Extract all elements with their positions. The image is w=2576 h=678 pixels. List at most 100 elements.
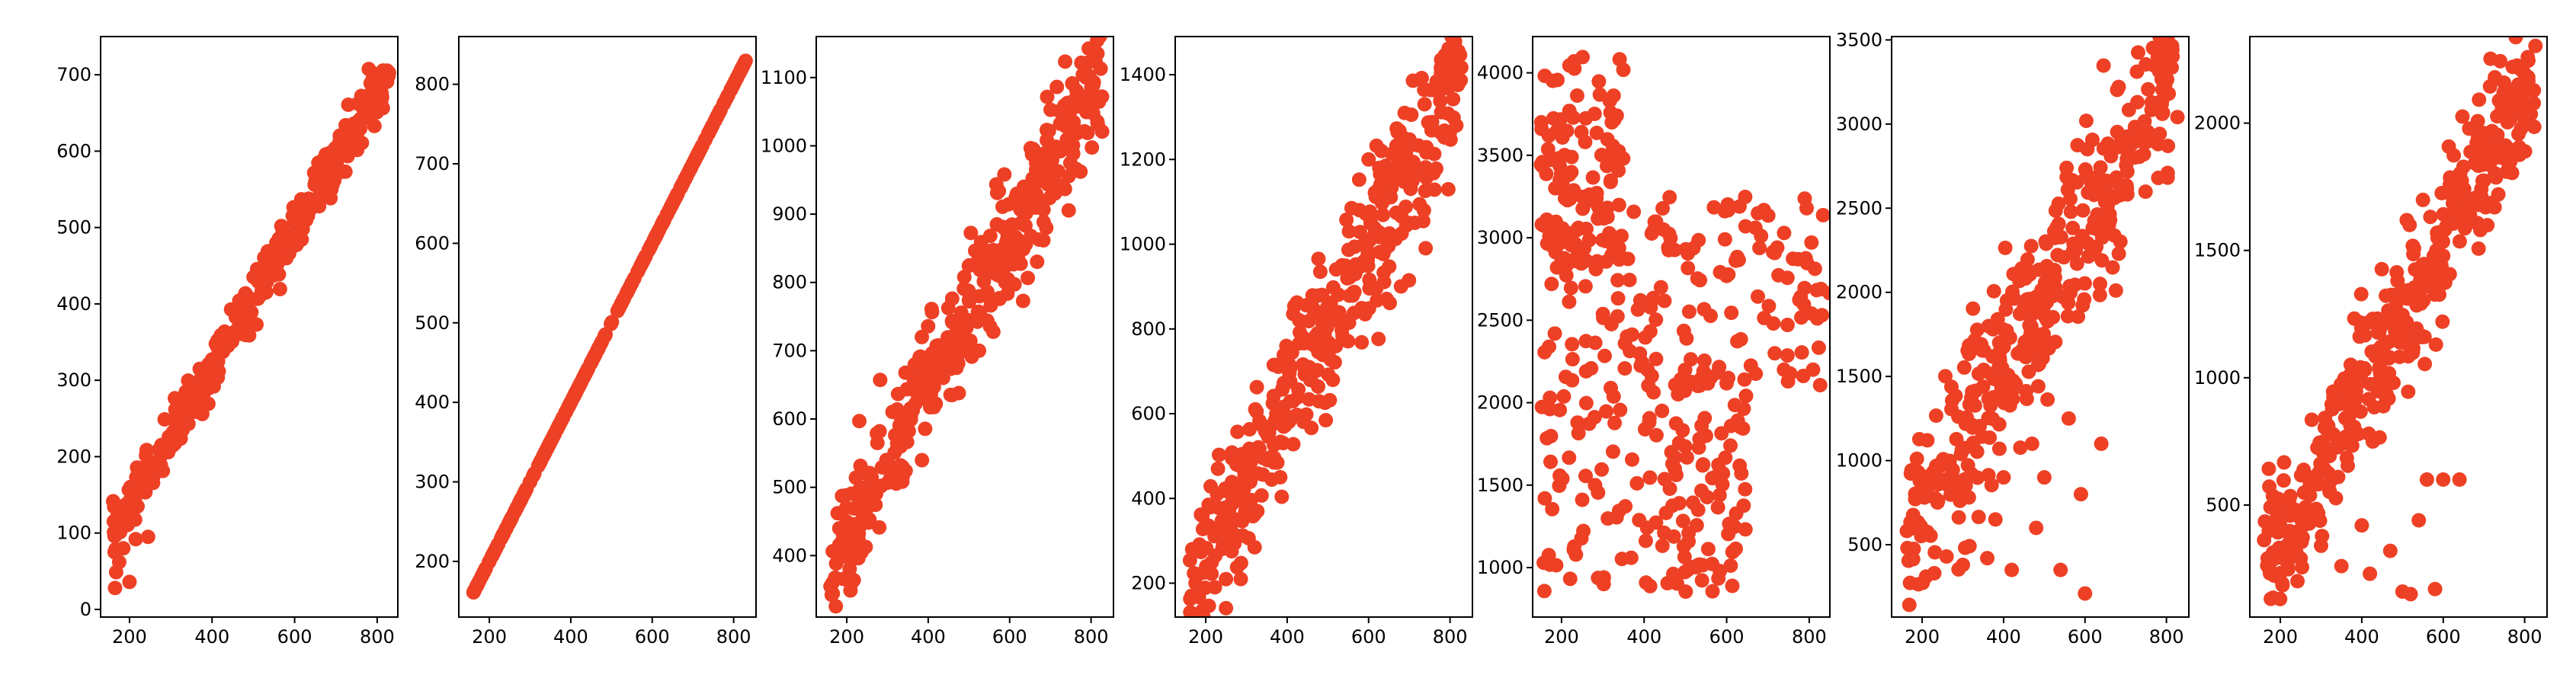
scatter-point bbox=[1304, 361, 1319, 376]
x-tick-label: 200 bbox=[2263, 626, 2298, 648]
scatter-point bbox=[995, 248, 1011, 263]
scatter-point bbox=[2504, 165, 2520, 181]
scatter-point bbox=[1717, 232, 1732, 247]
scatter-point bbox=[1611, 197, 1626, 213]
y-tick-label: 1000 bbox=[2194, 367, 2241, 389]
scatter-point bbox=[2040, 392, 2055, 407]
scatter-point bbox=[2119, 158, 2134, 173]
scatter-point bbox=[1424, 114, 1440, 130]
scatter-point bbox=[1001, 197, 1017, 212]
scatter-point bbox=[1964, 466, 1979, 481]
scatter-point bbox=[2511, 126, 2526, 142]
scatter-point bbox=[1210, 461, 1226, 476]
scatter-point bbox=[486, 545, 501, 561]
scatter-point bbox=[1025, 171, 1040, 186]
scatter-point bbox=[105, 494, 120, 509]
scatter-point bbox=[1777, 225, 1792, 241]
scatter-point bbox=[2437, 275, 2453, 290]
subplot-5: 200 400 600 800 1000 1500 2000 2500 3000 3500 4000 bbox=[1477, 36, 1831, 648]
scatter-point bbox=[1710, 500, 1725, 515]
scatter-point bbox=[2446, 148, 2462, 163]
scatter-point bbox=[723, 82, 739, 98]
scatter-point bbox=[872, 424, 887, 439]
scatter-point bbox=[2515, 88, 2530, 104]
scatter-point bbox=[2411, 513, 2427, 528]
y-tick-label: 1000 bbox=[1477, 557, 1523, 578]
scatter-point bbox=[2077, 276, 2092, 291]
scatter-point bbox=[1642, 411, 1657, 426]
scatter-point bbox=[272, 281, 287, 296]
scatter-point bbox=[940, 300, 956, 315]
scatter-point bbox=[230, 321, 245, 336]
scatter-point bbox=[2075, 203, 2091, 218]
scatter-point bbox=[851, 526, 867, 542]
scatter-point bbox=[2401, 334, 2417, 349]
scatter-point bbox=[2436, 472, 2451, 488]
scatter-point bbox=[155, 463, 171, 478]
scatter-point bbox=[1446, 110, 1461, 125]
scatter-point bbox=[1562, 167, 1577, 182]
scatter-point bbox=[1679, 450, 1694, 465]
scatter-point bbox=[2331, 469, 2346, 485]
x-tick-label: 800 bbox=[2507, 626, 2542, 648]
scatter-point bbox=[1317, 395, 1332, 411]
scatter-point bbox=[890, 386, 905, 401]
scatter-point bbox=[1610, 291, 1626, 306]
scatter-point bbox=[1193, 606, 1209, 617]
scatter-point bbox=[540, 439, 556, 454]
scatter-point bbox=[1437, 48, 1453, 63]
scatter-point bbox=[1212, 525, 1227, 540]
scatter-point bbox=[1578, 253, 1594, 268]
y-tick-label: 900 bbox=[772, 203, 807, 225]
scatter-point bbox=[2490, 109, 2505, 124]
scatter-point bbox=[1696, 457, 1711, 472]
scatter-point bbox=[969, 314, 985, 329]
scatter-point bbox=[122, 574, 137, 590]
scatter-point bbox=[1184, 588, 1199, 603]
scatter-point bbox=[927, 360, 942, 376]
scatter-point bbox=[1595, 306, 1610, 321]
scatter-point bbox=[953, 325, 969, 341]
scatter-point bbox=[1569, 88, 1584, 103]
y-tick-label: 2000 bbox=[1477, 392, 1523, 414]
x-tick-label: 600 bbox=[1709, 626, 1745, 648]
scatter-point bbox=[2471, 241, 2486, 256]
scatter-point bbox=[1724, 305, 1739, 321]
y-tick-label: 600 bbox=[1131, 403, 1166, 424]
scatter-point bbox=[1909, 451, 1924, 466]
scatter-point bbox=[2149, 2, 2164, 17]
scatter-point bbox=[709, 110, 724, 125]
scatter-point bbox=[1588, 335, 1603, 350]
scatter-point bbox=[2419, 472, 2434, 488]
scatter-point bbox=[1090, 46, 1105, 61]
scatter-point bbox=[1036, 146, 1052, 162]
y-tick-label: 400 bbox=[56, 293, 91, 315]
scatter-point bbox=[1544, 277, 1559, 292]
scatter-point bbox=[551, 419, 566, 434]
scatter-points bbox=[823, 37, 1110, 617]
scatter-point bbox=[255, 283, 270, 298]
scatter-point bbox=[918, 421, 933, 437]
scatter-point bbox=[2405, 345, 2421, 360]
scatter-point bbox=[2294, 534, 2309, 549]
scatter-point bbox=[2310, 440, 2325, 456]
x-tick-label: 200 bbox=[472, 626, 507, 648]
scatter-point bbox=[1902, 575, 1918, 590]
scatter-point bbox=[914, 367, 929, 382]
y-tick-label: 4000 bbox=[1477, 62, 1523, 84]
scatter-point bbox=[2363, 566, 2378, 581]
x-tick-label: 600 bbox=[2426, 626, 2461, 648]
scatter-point bbox=[1429, 74, 1444, 89]
scatter-point bbox=[2065, 220, 2081, 235]
scatter-point bbox=[2523, 15, 2538, 30]
scatter-point bbox=[1342, 270, 1357, 285]
scatter-point bbox=[1611, 163, 1626, 178]
scatter-point bbox=[1311, 379, 1326, 394]
scatter-point bbox=[1602, 225, 1617, 241]
scatter-point bbox=[898, 365, 913, 380]
scatter-point bbox=[2276, 455, 2292, 470]
scatter-point bbox=[1653, 280, 1668, 295]
scatter-point bbox=[2111, 246, 2126, 261]
scatter-point bbox=[1219, 571, 1234, 587]
scatter-point bbox=[1006, 229, 1021, 245]
